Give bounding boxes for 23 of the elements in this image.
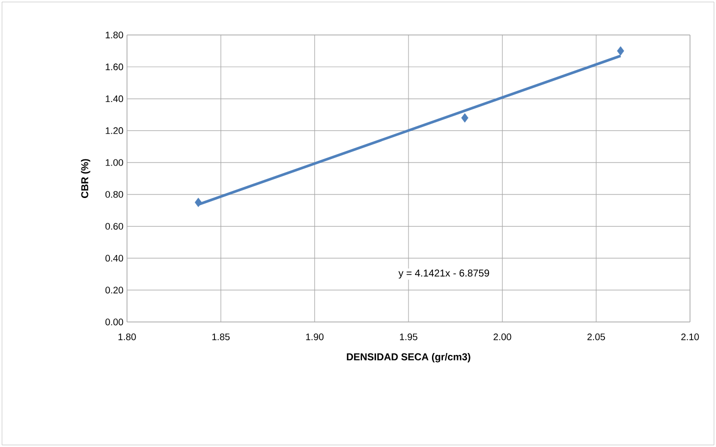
x-tick-label: 1.95 <box>400 334 418 340</box>
y-tick-label: 0.40 <box>105 254 124 262</box>
point <box>194 198 202 208</box>
x-tick-label: 2.10 <box>681 334 699 340</box>
x-tick-label: 1.85 <box>212 334 230 340</box>
y-tick-label: 0.80 <box>105 191 124 198</box>
x-axis-title: DENSIDAD SECA (gr/cm3) <box>346 353 470 362</box>
annotation: y = 4.1421x - 6.8759 <box>398 270 490 279</box>
x-tick-label: 2.00 <box>494 334 512 340</box>
y-axis-title: CBR (%) <box>80 159 90 198</box>
point <box>461 113 468 123</box>
y-tick-label: 1.80 <box>106 32 124 38</box>
x-tick-label: 1.90 <box>306 334 324 340</box>
y-tick-label: 1.00 <box>106 159 124 166</box>
y-tick-label: 1.60 <box>106 64 124 70</box>
point <box>617 46 624 56</box>
y-tick-label: 1.20 <box>106 127 124 134</box>
y-tick-label: 0.20 <box>105 286 124 294</box>
x-tick-label: 2.05 <box>587 334 605 340</box>
x-tick-label: 1.80 <box>118 334 136 340</box>
y-tick-label: 1.40 <box>106 95 124 102</box>
y-tick-label: 0.00 <box>105 318 124 326</box>
y-tick-label: 0.60 <box>105 222 124 230</box>
